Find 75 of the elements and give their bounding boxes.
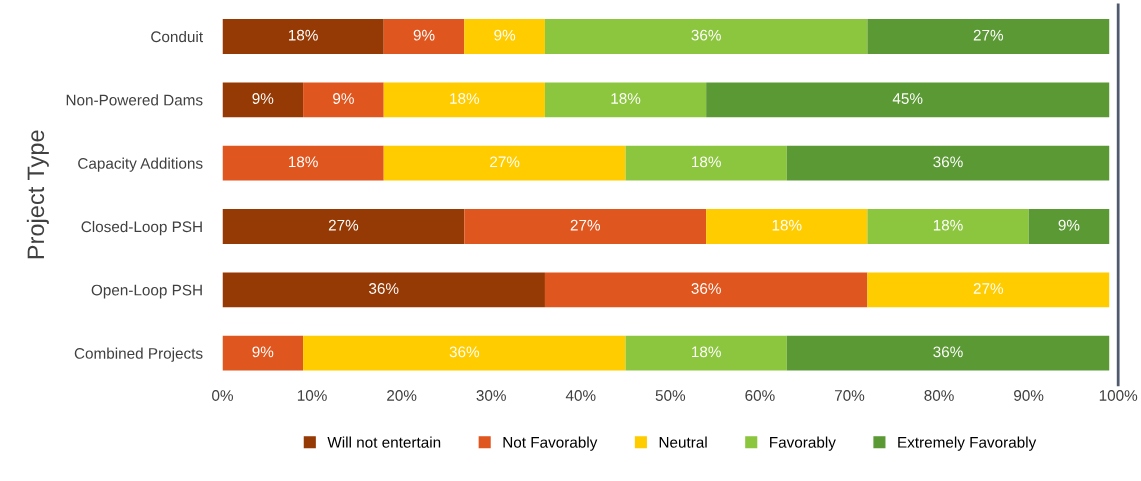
x-tick-label: 10% bbox=[297, 390, 327, 401]
data-label: 18% bbox=[450, 93, 480, 104]
data-label: 36% bbox=[449, 346, 480, 358]
data-label: 18% bbox=[692, 156, 721, 168]
data-label: 27% bbox=[490, 156, 520, 168]
bar bbox=[303, 335, 626, 371]
x-tick-label: 70% bbox=[834, 390, 865, 401]
y-tick-label: Non-Powered Dams bbox=[66, 94, 203, 106]
bar bbox=[544, 82, 707, 118]
y-tick-label: Closed-Loop PSH bbox=[81, 220, 202, 236]
data-label: 27% bbox=[973, 283, 1004, 294]
data-label: 18% bbox=[288, 29, 318, 41]
bar bbox=[544, 19, 868, 54]
bar bbox=[706, 209, 868, 244]
bar bbox=[383, 145, 626, 181]
bar bbox=[867, 209, 1029, 244]
bar bbox=[867, 19, 1110, 54]
y-tick-label: Open-Loop PSH bbox=[91, 284, 202, 299]
x-tick-label: 40% bbox=[565, 390, 596, 401]
x-tick-label: 30% bbox=[476, 390, 506, 401]
bar bbox=[625, 335, 787, 371]
data-label: 9% bbox=[413, 29, 435, 41]
bar bbox=[222, 272, 545, 308]
legend-label: Not Favorably bbox=[503, 436, 598, 451]
y-tick-label: Capacity Additions bbox=[78, 157, 203, 172]
bar bbox=[544, 272, 868, 308]
y-axis-title: Project Type bbox=[26, 130, 49, 259]
data-label: 36% bbox=[933, 346, 963, 358]
bar bbox=[383, 82, 545, 118]
data-label: 27% bbox=[570, 219, 600, 231]
bar bbox=[1028, 209, 1110, 244]
legend-label: Extremely Favorably bbox=[898, 436, 1037, 451]
data-label: 18% bbox=[933, 219, 963, 231]
data-label: 27% bbox=[973, 29, 1004, 41]
bar bbox=[222, 335, 304, 371]
data-label: 36% bbox=[369, 283, 399, 294]
x-tick-label: 0% bbox=[212, 390, 233, 401]
data-label: 45% bbox=[892, 93, 923, 104]
bar bbox=[222, 209, 465, 244]
y-tick-label: Combined Projects bbox=[74, 347, 203, 362]
x-tick-label: 80% bbox=[924, 390, 954, 401]
x-tick-label: 60% bbox=[745, 390, 775, 401]
bar bbox=[222, 82, 304, 118]
bar bbox=[222, 145, 384, 181]
legend-label: Favorably bbox=[770, 436, 836, 451]
bar bbox=[867, 272, 1110, 308]
data-label: 9% bbox=[252, 346, 274, 358]
bar bbox=[706, 82, 1110, 118]
legend-label: Will not entertain bbox=[327, 436, 441, 448]
data-label: 27% bbox=[328, 219, 359, 231]
data-label: 36% bbox=[691, 283, 721, 294]
data-label: 18% bbox=[288, 156, 318, 168]
data-label: 9% bbox=[333, 93, 354, 104]
bar bbox=[786, 335, 1110, 371]
bar bbox=[303, 82, 384, 118]
bar bbox=[222, 19, 384, 54]
x-tick-label: 90% bbox=[1014, 390, 1044, 401]
data-label: 9% bbox=[1058, 219, 1080, 231]
data-label: 18% bbox=[692, 346, 721, 358]
data-label: 9% bbox=[252, 93, 274, 104]
x-tick-label: 100% bbox=[1099, 390, 1138, 401]
data-label: 9% bbox=[494, 29, 516, 41]
x-tick-label: 20% bbox=[387, 390, 417, 401]
data-label: 18% bbox=[611, 93, 641, 104]
bar bbox=[625, 145, 787, 181]
x-tick-label: 50% bbox=[655, 390, 686, 401]
bar bbox=[464, 209, 707, 244]
bar bbox=[464, 19, 545, 54]
y-tick-label: Conduit bbox=[151, 30, 203, 43]
bar bbox=[383, 19, 465, 54]
data-label: 36% bbox=[691, 29, 721, 41]
bar bbox=[786, 145, 1110, 181]
legend-label: Neutral bbox=[659, 436, 707, 448]
data-label: 18% bbox=[772, 219, 802, 231]
data-label: 36% bbox=[933, 156, 963, 168]
